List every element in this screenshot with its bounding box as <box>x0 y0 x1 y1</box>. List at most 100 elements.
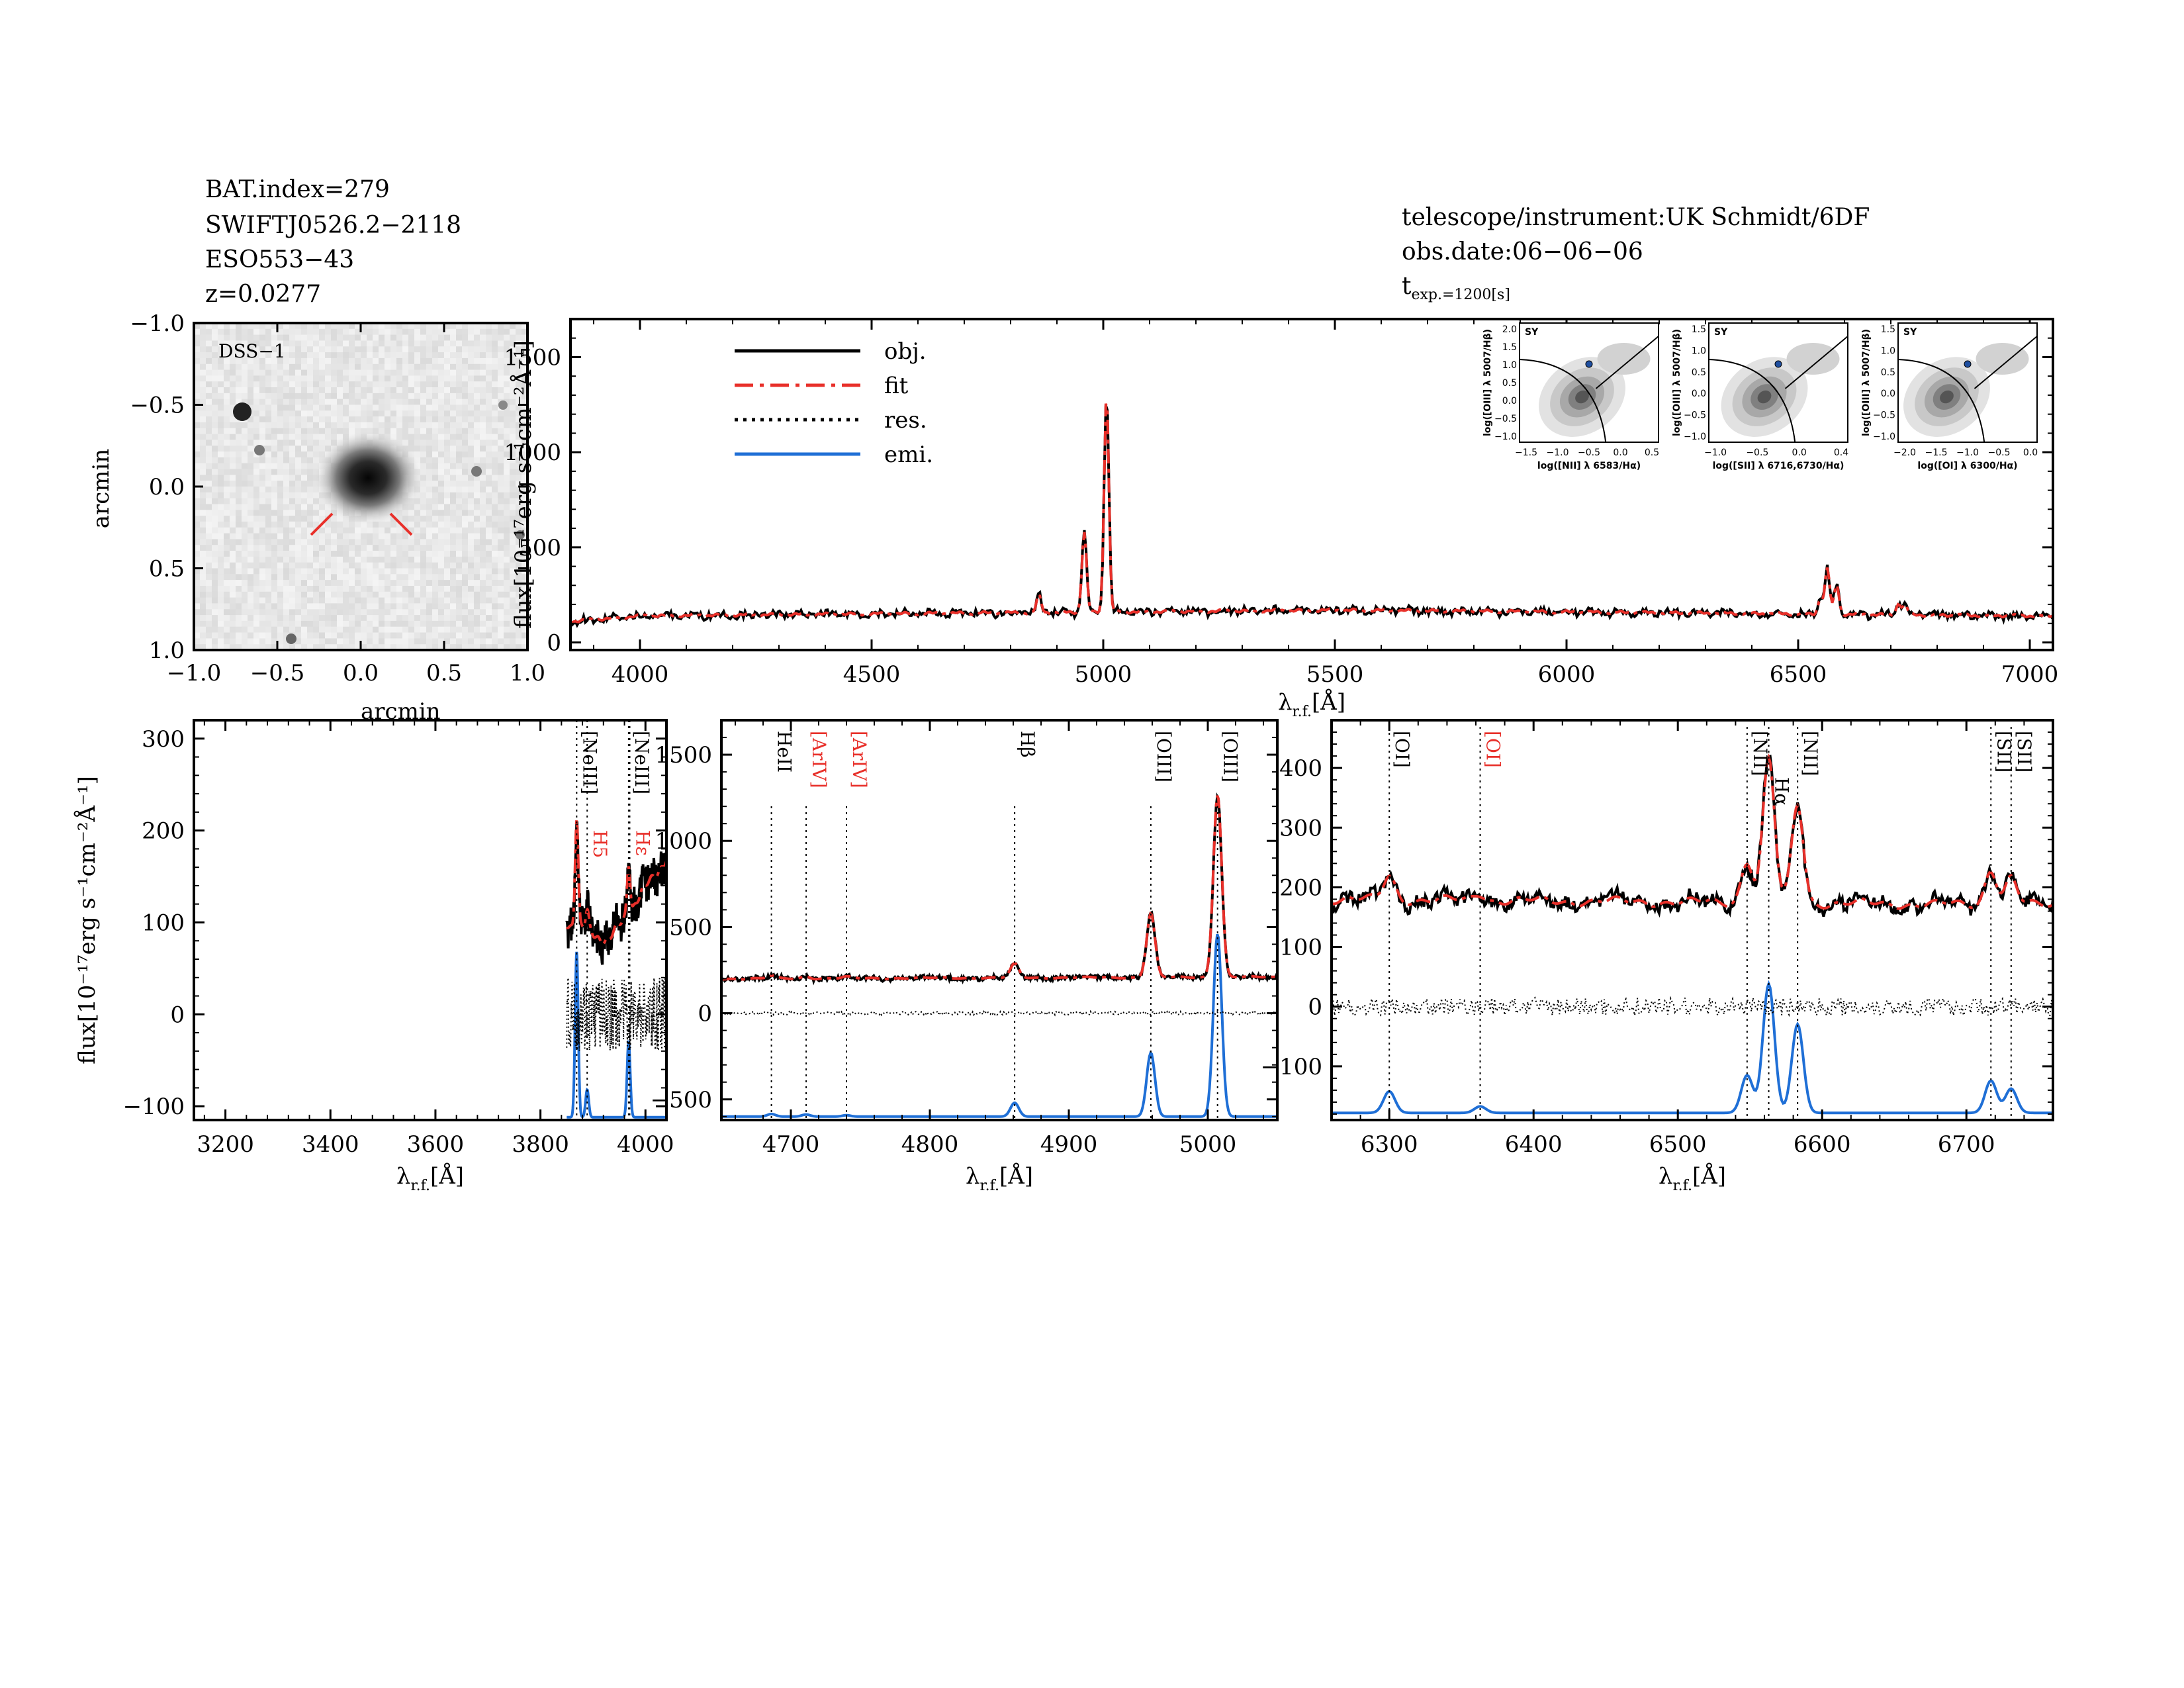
image-pixel <box>289 434 296 440</box>
image-pixel <box>236 626 242 633</box>
image-pixel <box>373 539 379 545</box>
image-pixel <box>301 369 308 376</box>
image-pixel <box>248 510 254 516</box>
image-pixel <box>462 323 469 330</box>
image-pixel <box>230 574 236 581</box>
image-pixel <box>319 586 326 592</box>
image-pixel <box>301 440 308 446</box>
image-pixel <box>242 352 248 359</box>
galaxy-blob <box>315 432 421 524</box>
image-pixel <box>396 586 403 592</box>
image-pixel <box>349 620 355 628</box>
line-label: [NII] <box>1749 731 1771 776</box>
image-pixel <box>414 363 421 371</box>
image-pixel <box>408 328 415 336</box>
image-pixel <box>253 498 260 504</box>
image-pixel <box>224 504 230 510</box>
image-pixel <box>307 626 314 633</box>
image-pixel <box>504 521 510 528</box>
image-pixel <box>259 632 266 639</box>
image-pixel <box>265 323 272 330</box>
image-pixel <box>468 620 475 628</box>
image-pixel <box>331 369 338 376</box>
image-pixel <box>289 626 296 633</box>
image-pixel <box>361 527 367 534</box>
image-pixel <box>456 620 463 628</box>
image-pixel <box>283 603 290 610</box>
image-pixel <box>283 487 290 493</box>
image-pixel <box>349 638 355 645</box>
image-pixel <box>444 521 451 528</box>
image-pixel <box>295 504 302 510</box>
image-pixel <box>367 580 373 586</box>
image-pixel <box>414 626 421 633</box>
inset-ylabel: log([OIII] λ 5007/Hβ) <box>1482 329 1493 436</box>
image-pixel <box>307 591 314 598</box>
image-pixel <box>212 615 218 622</box>
image-pixel <box>212 562 218 569</box>
legend-emi-label: emi. <box>884 442 933 468</box>
seyfert-liner-line <box>1595 336 1659 389</box>
image-pixel <box>301 410 308 417</box>
image-pixel <box>492 469 498 475</box>
image-pixel <box>242 346 248 353</box>
emission-model-line <box>1332 980 2053 1115</box>
image-pixel <box>307 498 314 504</box>
image-pixel <box>426 516 433 522</box>
image-pixel <box>402 387 409 394</box>
demarcation-curve <box>1898 359 1985 442</box>
image-pixel <box>462 487 469 493</box>
image-pixel <box>230 521 236 528</box>
image-pixel <box>432 556 439 563</box>
image-pixel <box>331 434 338 440</box>
image-pixel <box>379 357 385 365</box>
image-pixel <box>462 445 469 452</box>
image-pixel <box>379 551 385 557</box>
image-pixel <box>486 562 492 569</box>
image-pixel <box>277 475 284 481</box>
image-pixel <box>522 375 528 382</box>
image-pixel <box>450 323 457 330</box>
image-pixel <box>492 445 498 452</box>
image-pixel <box>480 340 486 347</box>
image-pixel <box>450 410 457 417</box>
image-pixel <box>426 574 433 581</box>
image-pixel <box>218 527 224 534</box>
image-pixel <box>319 387 326 394</box>
image-pixel <box>438 440 445 446</box>
image-pixel <box>313 410 320 417</box>
image-pixel <box>492 328 498 336</box>
image-pixel <box>277 574 284 581</box>
image-pixel <box>426 357 433 365</box>
image-pixel <box>224 481 230 487</box>
image-pixel <box>200 626 206 633</box>
image-pixel <box>492 340 498 347</box>
image-pixel <box>516 346 522 353</box>
image-pixel <box>230 404 236 411</box>
image-pixel <box>265 562 272 569</box>
image-pixel <box>307 357 314 365</box>
image-pixel <box>510 445 516 452</box>
image-pixel <box>504 586 510 592</box>
image-pixel <box>385 404 391 411</box>
image-pixel <box>432 369 439 376</box>
image-pixel <box>242 393 248 400</box>
image-pixel <box>492 568 498 575</box>
image-pixel <box>259 381 266 388</box>
image-pixel <box>516 638 522 645</box>
image-pixel <box>462 357 469 365</box>
image-pixel <box>373 626 379 633</box>
image-pixel <box>390 644 397 651</box>
image-pixel <box>319 323 326 330</box>
image-pixel <box>283 504 290 510</box>
image-pixel <box>230 620 236 628</box>
image-pixel <box>301 586 308 592</box>
image-pixel <box>230 568 236 575</box>
image-pixel <box>200 586 206 592</box>
image-pixel <box>492 399 498 406</box>
image-pixel <box>218 586 224 592</box>
image-pixel <box>194 381 201 388</box>
image-pixel <box>224 562 230 569</box>
image-pixel <box>390 352 397 359</box>
image-pixel <box>462 556 469 563</box>
